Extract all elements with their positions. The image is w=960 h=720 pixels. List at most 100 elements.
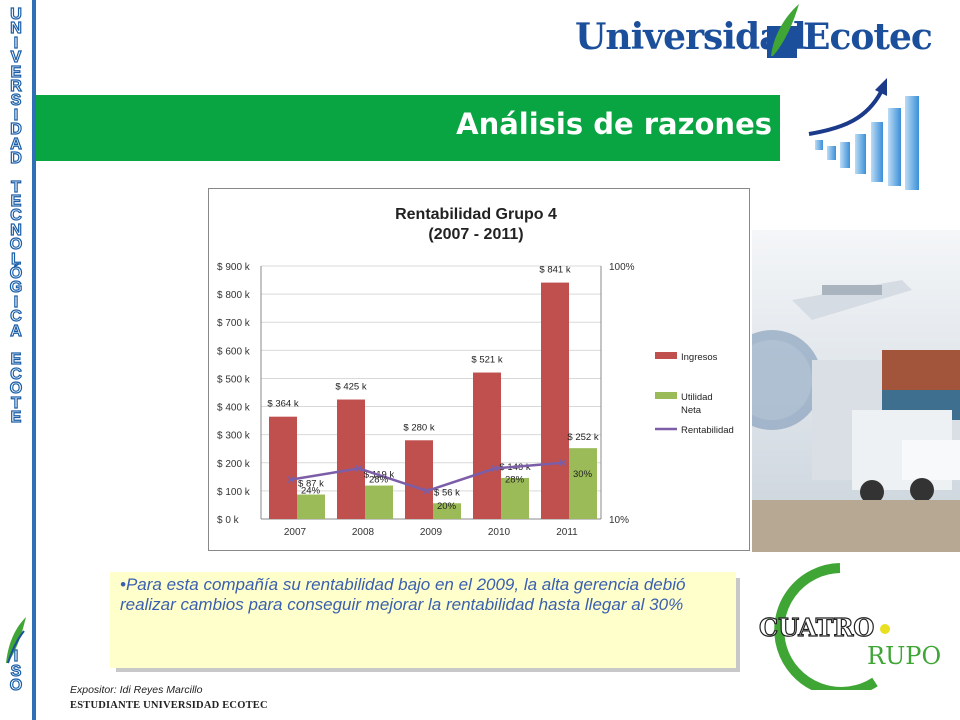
x-tick-label: 2009 <box>420 527 443 538</box>
sidebar-bottom-letter: O <box>9 677 23 695</box>
bar-utilidad-neta <box>569 448 597 519</box>
sidebar-letter: E <box>10 408 22 427</box>
y2-tick-label: 100% <box>609 262 635 273</box>
sidebar-letter: E <box>10 193 22 211</box>
data-label-ingresos: $ 841 k <box>539 265 570 276</box>
sidebar-letter: L <box>11 250 22 268</box>
sidebar-letter: O <box>9 236 23 254</box>
chart-plot-area: $ 0 k $ 100 k $ 200 k $ 300 k $ 400 k $ 500 k… <box>217 262 734 538</box>
sidebar-letter: A <box>10 322 23 340</box>
data-label-ingresos: $ 364 k <box>267 399 298 410</box>
chart-container: Rentabilidad Grupo 4 (2007 - 2011) $ 0 k… <box>208 188 750 551</box>
sidebar-letter: T <box>11 178 22 196</box>
data-label-rentabilidad: 28% <box>505 474 525 485</box>
sidebar-letter: N <box>10 221 23 240</box>
chart-title: Rentabilidad Grupo 4 <box>395 206 557 223</box>
bar-ingresos <box>337 399 365 519</box>
bar-utilidad-neta <box>501 477 529 519</box>
grupo-text: RUPO <box>867 642 941 670</box>
logo-text-ecotec: Ecotec <box>803 16 933 58</box>
title-bar: Análisis de razones <box>36 95 780 161</box>
sidebar-letter: G <box>9 279 23 297</box>
y-tick-label: $ 500 k <box>217 374 251 385</box>
expositor-label: Expositor: Idi Reyes Marcillo <box>70 684 203 696</box>
legend-label: Utilidad <box>681 392 713 403</box>
bar-utilidad-neta <box>297 494 325 519</box>
sidebar-letter: V <box>10 49 22 67</box>
sidebar-letter: C <box>10 308 23 326</box>
y2-tick-label: 10% <box>609 515 629 526</box>
data-label-utilidad: $ 87 k <box>298 479 324 490</box>
sidebar-letter: N <box>10 20 23 38</box>
legend-label: Rentabilidad <box>681 425 734 436</box>
cuatro-text: CUATRO <box>759 613 874 642</box>
sidebar-letter: C <box>10 207 23 225</box>
note-text: •Para esta compañía su rentabilidad bajo… <box>120 575 686 614</box>
data-label-ingresos: $ 521 k <box>471 355 502 366</box>
universidad-ecotec-logo: Universidad Ecotec <box>575 0 945 70</box>
y-tick-label: $ 300 k <box>217 431 251 442</box>
point-rentabilidad <box>423 487 431 495</box>
sidebar-bottom-letter: I <box>13 648 19 665</box>
sidebar-letter: Ó <box>9 265 23 283</box>
data-label-ingresos: $ 425 k <box>335 382 366 393</box>
legend-swatch-utilidad <box>655 392 677 399</box>
note-box: •Para esta compañía su rentabilidad bajo… <box>110 572 736 668</box>
bar-utilidad-neta <box>433 503 461 519</box>
point-rentabilidad <box>559 459 567 467</box>
sidebar-letter: E <box>10 351 22 369</box>
data-label-ingresos: $ 280 k <box>403 422 434 433</box>
bar-ingresos <box>541 282 569 519</box>
point-rentabilidad <box>491 464 499 472</box>
bar-ingresos <box>405 440 433 519</box>
page-title: Análisis de razones <box>456 107 772 141</box>
sidebar-letter: R <box>10 77 23 96</box>
point-rentabilidad <box>355 464 363 472</box>
sidebar-letter: C <box>10 365 23 383</box>
y-tick-label: $ 0 k <box>217 515 240 526</box>
sidebar-letter: I <box>13 293 19 311</box>
legend-label: Neta <box>681 405 702 416</box>
chart-svg: Rentabilidad Grupo 4 (2007 - 2011) $ 0 k… <box>217 206 734 538</box>
chart-subtitle: (2007 - 2011) <box>428 226 523 243</box>
sidebar-letter: D <box>10 121 23 139</box>
sidebar-letter: O <box>9 380 23 398</box>
data-label-utilidad: $ 56 k <box>434 487 460 498</box>
y-tick-label: $ 100 k <box>217 487 251 498</box>
sidebar-bottom-letter: S <box>10 662 22 680</box>
x-tick-label: 2011 <box>556 527 578 538</box>
bar-ingresos <box>269 416 297 519</box>
data-label-rentabilidad: 20% <box>437 501 457 512</box>
sidebar-letter: D <box>10 149 23 168</box>
cuatro-grupo-logo: CUATRO RUPO <box>758 563 941 690</box>
leaf-logo-icon <box>6 617 26 664</box>
sidebar-letter: A <box>10 135 23 153</box>
legend-label: Ingresos <box>681 352 718 363</box>
sidebar-letter: I <box>13 34 19 52</box>
logistics-photo <box>752 230 960 552</box>
data-label-rentabilidad: 30% <box>573 469 593 480</box>
sidebar-letter: S <box>10 92 22 110</box>
data-label-rentabilidad: 28% <box>369 474 389 485</box>
y-tick-label: $ 900 k <box>217 262 251 273</box>
x-tick-label: 2010 <box>488 527 511 538</box>
y-tick-label: $ 400 k <box>217 403 251 414</box>
data-label-rentabilidad: 24% <box>301 486 321 497</box>
sidebar-letter: U <box>10 6 23 24</box>
point-rentabilidad <box>287 476 295 484</box>
student-label: ESTUDIANTE UNIVERSIDAD ECOTEC <box>70 700 268 711</box>
sidebar-letter: E <box>10 63 22 81</box>
y-tick-label: $ 200 k <box>217 459 251 470</box>
y-tick-label: $ 600 k <box>217 346 251 357</box>
y-tick-label: $ 800 k <box>217 290 251 301</box>
logo-leaf-icon <box>767 4 799 58</box>
data-label-utilidad: $ 252 k <box>567 432 598 443</box>
x-tick-label: 2007 <box>284 527 307 538</box>
growth-chart-icon <box>808 78 919 190</box>
bar-ingresos <box>473 372 501 519</box>
legend-swatch-ingresos <box>655 352 677 359</box>
bar-utilidad-neta <box>365 485 393 519</box>
